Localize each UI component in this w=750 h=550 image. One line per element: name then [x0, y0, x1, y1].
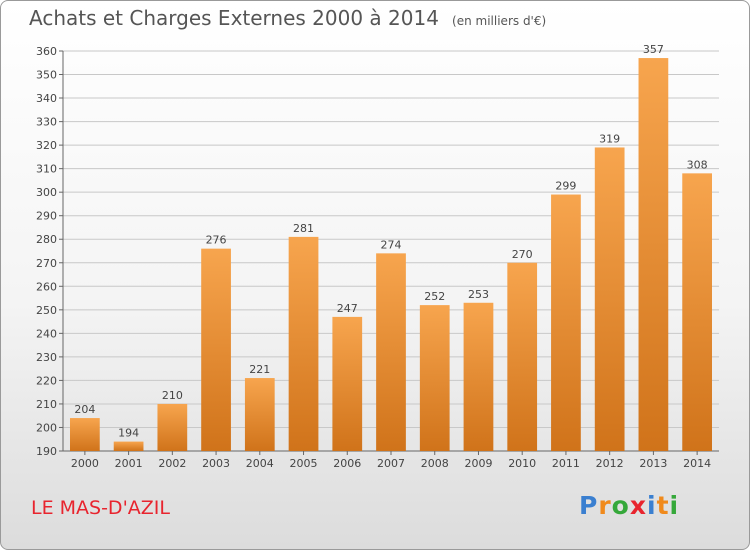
- y-tick-label: 360: [36, 45, 57, 58]
- logo-letter: o: [611, 491, 630, 520]
- x-tick-label: 2002: [158, 457, 186, 470]
- y-tick-label: 210: [36, 398, 57, 411]
- y-tick-label: 350: [36, 69, 57, 82]
- y-tick-label: 190: [36, 445, 57, 458]
- x-tick-label: 2009: [464, 457, 492, 470]
- bar-2010: [507, 262, 538, 451]
- title-block: Achats et Charges Externes 2000 à 2014 (…: [29, 6, 546, 30]
- value-label: 276: [206, 234, 227, 247]
- bar-2002: [157, 403, 188, 451]
- y-tick-label: 260: [36, 280, 57, 293]
- chart-subtitle: (en milliers d'€): [452, 14, 547, 28]
- y-tick-label: 220: [36, 374, 57, 387]
- value-label: 274: [381, 238, 402, 251]
- x-tick-label: 2014: [683, 457, 711, 470]
- bar-2007: [376, 253, 406, 451]
- y-tick-label: 310: [36, 163, 57, 176]
- x-tick-label: 2008: [421, 457, 449, 470]
- logo-letter: i: [647, 491, 657, 520]
- value-label: 253: [468, 288, 489, 301]
- y-tick-label: 280: [36, 233, 57, 246]
- bar-2011: [551, 194, 581, 451]
- y-tick-label: 290: [36, 210, 57, 223]
- logo-letter: x: [629, 491, 647, 520]
- x-tick-label: 2000: [71, 457, 99, 470]
- value-label: 281: [293, 222, 314, 235]
- place-name: LE MAS-D'AZIL: [31, 497, 170, 519]
- bar-2005: [288, 236, 319, 451]
- y-tick-label: 320: [36, 139, 57, 152]
- value-label: 221: [249, 363, 270, 376]
- logo-letter: t: [656, 491, 670, 520]
- chart-title: Achats et Charges Externes 2000 à 2014: [29, 6, 439, 30]
- x-tick-label: 2007: [377, 457, 405, 470]
- y-tick-label: 230: [36, 351, 57, 364]
- logo-letter: r: [598, 491, 612, 520]
- x-tick-label: 2003: [202, 457, 230, 470]
- proxiti-logo[interactable]: Proxiti: [579, 491, 679, 520]
- x-tick-label: 2005: [290, 457, 318, 470]
- value-label: 319: [599, 132, 620, 145]
- x-tick-label: 2010: [508, 457, 536, 470]
- bar-2003: [201, 248, 231, 451]
- y-tick-label: 240: [36, 327, 57, 340]
- bar-2000: [69, 418, 100, 451]
- bars: [69, 58, 713, 451]
- value-label: 252: [424, 290, 445, 303]
- value-labels: 204 194 210 276 221 281 247 274 252 253 270 299 319 3…: [74, 43, 707, 440]
- x-tick-label: 2013: [639, 457, 667, 470]
- y-tick-label: 330: [36, 116, 57, 129]
- logo-letter: P: [579, 491, 599, 520]
- x-tick-label: 2001: [115, 457, 143, 470]
- bar-2013: [638, 58, 669, 451]
- bar-2009: [463, 302, 494, 451]
- value-label: 210: [162, 389, 183, 402]
- y-tick-label: 340: [36, 92, 57, 105]
- value-label: 247: [337, 302, 358, 315]
- x-tick-label: 2011: [552, 457, 580, 470]
- y-tick-label: 300: [36, 186, 57, 199]
- value-label: 270: [512, 248, 533, 261]
- value-label: 308: [687, 158, 708, 171]
- x-tick-label: 2012: [596, 457, 624, 470]
- value-label: 204: [74, 403, 95, 416]
- y-tick-label: 250: [36, 304, 57, 317]
- logo-letter: i: [669, 491, 680, 520]
- value-label: 194: [118, 427, 139, 440]
- value-label: 299: [555, 180, 576, 193]
- x-tick-label: 2006: [333, 457, 361, 470]
- bar-2012: [594, 147, 625, 451]
- value-label: 357: [643, 43, 664, 56]
- bar-2001: [113, 441, 144, 451]
- y-tick-label: 270: [36, 257, 57, 270]
- bar-2014: [682, 173, 713, 451]
- bar-2006: [332, 316, 363, 451]
- bar-2004: [244, 378, 275, 451]
- x-tick-label: 2004: [246, 457, 274, 470]
- bar-2008: [419, 305, 450, 451]
- y-tick-label: 200: [36, 421, 57, 434]
